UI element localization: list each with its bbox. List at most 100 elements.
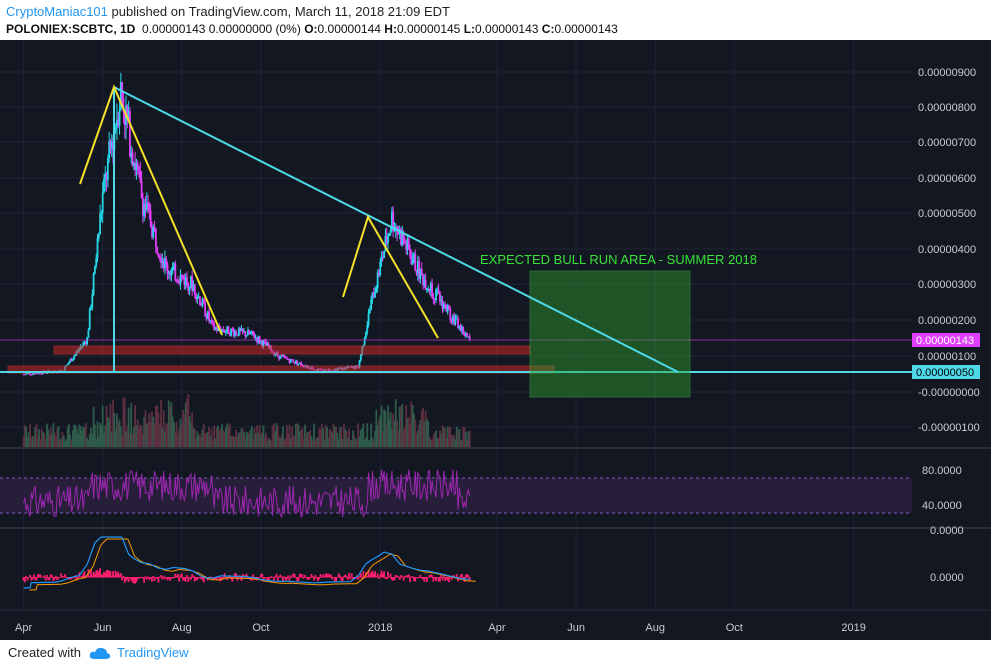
volume-bar: [263, 436, 266, 447]
volume-bar: [420, 410, 423, 447]
volume-bar: [345, 431, 348, 447]
volume-bar: [276, 425, 279, 447]
candle-body: [385, 235, 388, 244]
candle-body: [36, 373, 39, 375]
candle-body: [401, 233, 404, 245]
volume-bar: [182, 409, 184, 447]
volume-bar: [46, 423, 48, 447]
volume-bar: [245, 431, 248, 447]
volume-bar: [308, 432, 310, 447]
author-link[interactable]: CryptoManiac101: [6, 4, 108, 19]
volume-bar: [77, 433, 79, 447]
volume-bar: [272, 423, 275, 447]
macd-hist-bar: [288, 577, 291, 581]
candle-body: [285, 357, 288, 359]
candle-body: [184, 277, 187, 285]
macd-hist-bar: [420, 577, 423, 579]
macd-hist-bar: [125, 577, 127, 581]
volume-bar: [355, 440, 358, 447]
volume-bar: [132, 426, 135, 447]
macd-tick-label: 0.0000: [930, 572, 964, 584]
candle-body: [248, 330, 251, 335]
candle-body: [74, 353, 77, 356]
volume-bar: [40, 429, 43, 447]
macd-hist-bar: [402, 577, 405, 581]
macd-hist-bar: [314, 575, 317, 578]
price-tag-bg: [912, 333, 980, 347]
macd-hist-bar: [283, 576, 286, 578]
macd-hist-bar: [165, 577, 168, 578]
candle-body: [105, 173, 108, 180]
macd-hist-bar: [368, 574, 371, 578]
volume-bar: [405, 405, 408, 447]
macd-hist-bar: [129, 577, 131, 578]
volume-bar: [104, 425, 107, 447]
volume-bar: [153, 423, 156, 447]
low-label: L:: [463, 22, 476, 36]
candle-body: [135, 163, 138, 170]
volume-bar: [68, 424, 70, 447]
candle-body: [380, 256, 383, 262]
volume-bar: [375, 409, 378, 447]
macd-hist-bar: [200, 577, 203, 579]
macd-hist-bar: [25, 575, 28, 578]
macd-hist-bar: [218, 577, 221, 581]
macd-hist-bar: [122, 575, 125, 578]
macd-hist-bar: [201, 577, 204, 581]
candle-body: [363, 338, 366, 345]
candle-body: [156, 246, 159, 254]
macd-hist-bar: [62, 576, 65, 578]
macd-hist-bar: [221, 577, 223, 580]
volume-bar: [123, 397, 126, 447]
volume-bar: [243, 431, 245, 447]
candle-body: [118, 109, 121, 126]
volume-bar: [60, 438, 63, 447]
volume-bar: [438, 430, 441, 447]
tradingview-link[interactable]: TradingView: [116, 645, 189, 660]
macd-hist-bar: [143, 577, 146, 583]
macd-hist-bar: [359, 573, 362, 578]
volume-bar: [258, 425, 261, 447]
volume-bar: [403, 426, 406, 447]
price-chart[interactable]: EXPECTED BULL RUN AREA - SUMMER 2018 0.0…: [0, 40, 991, 640]
price-tick-label: 0.00000600: [918, 173, 976, 185]
volume-bar: [227, 426, 230, 447]
macd-hist-bar: [413, 577, 415, 581]
candle-body: [145, 202, 148, 210]
macd-hist-bar: [432, 577, 435, 582]
candle-body: [114, 127, 117, 130]
volume-bar: [380, 405, 383, 447]
volume-bar: [235, 429, 238, 447]
macd-hist-bar: [38, 574, 41, 578]
volume-bar: [231, 435, 234, 447]
volume-bar: [147, 422, 149, 447]
macd-hist-bar: [270, 576, 273, 578]
volume-bar: [165, 423, 168, 447]
candle-body: [99, 213, 101, 235]
candle-body: [179, 274, 182, 284]
candle-body: [90, 307, 92, 310]
macd-hist-bar: [119, 573, 122, 578]
macd-hist-bar: [346, 577, 349, 580]
price-tick-label: 0.00000700: [918, 137, 976, 149]
volume-bar: [99, 422, 101, 447]
macd-hist-bar: [118, 574, 121, 578]
volume-bar: [47, 429, 50, 447]
macd-hist-bar: [327, 573, 330, 578]
volume-bar: [265, 432, 268, 447]
volume-bar: [454, 439, 457, 447]
candle-body: [436, 289, 439, 291]
volume-bar: [193, 428, 196, 447]
volume-bar: [167, 400, 170, 447]
volume-bar: [297, 424, 300, 447]
macd-hist-bar: [175, 575, 178, 578]
macd-hist-bar: [60, 573, 63, 578]
candle-body: [100, 212, 103, 214]
macd-hist-bar: [407, 574, 410, 578]
volume-bar: [387, 405, 389, 447]
volume-bar: [183, 414, 186, 447]
macd-hist-bar: [419, 574, 422, 578]
volume-bar: [372, 440, 375, 447]
candle-body: [260, 340, 262, 343]
volume-bar: [71, 430, 74, 447]
